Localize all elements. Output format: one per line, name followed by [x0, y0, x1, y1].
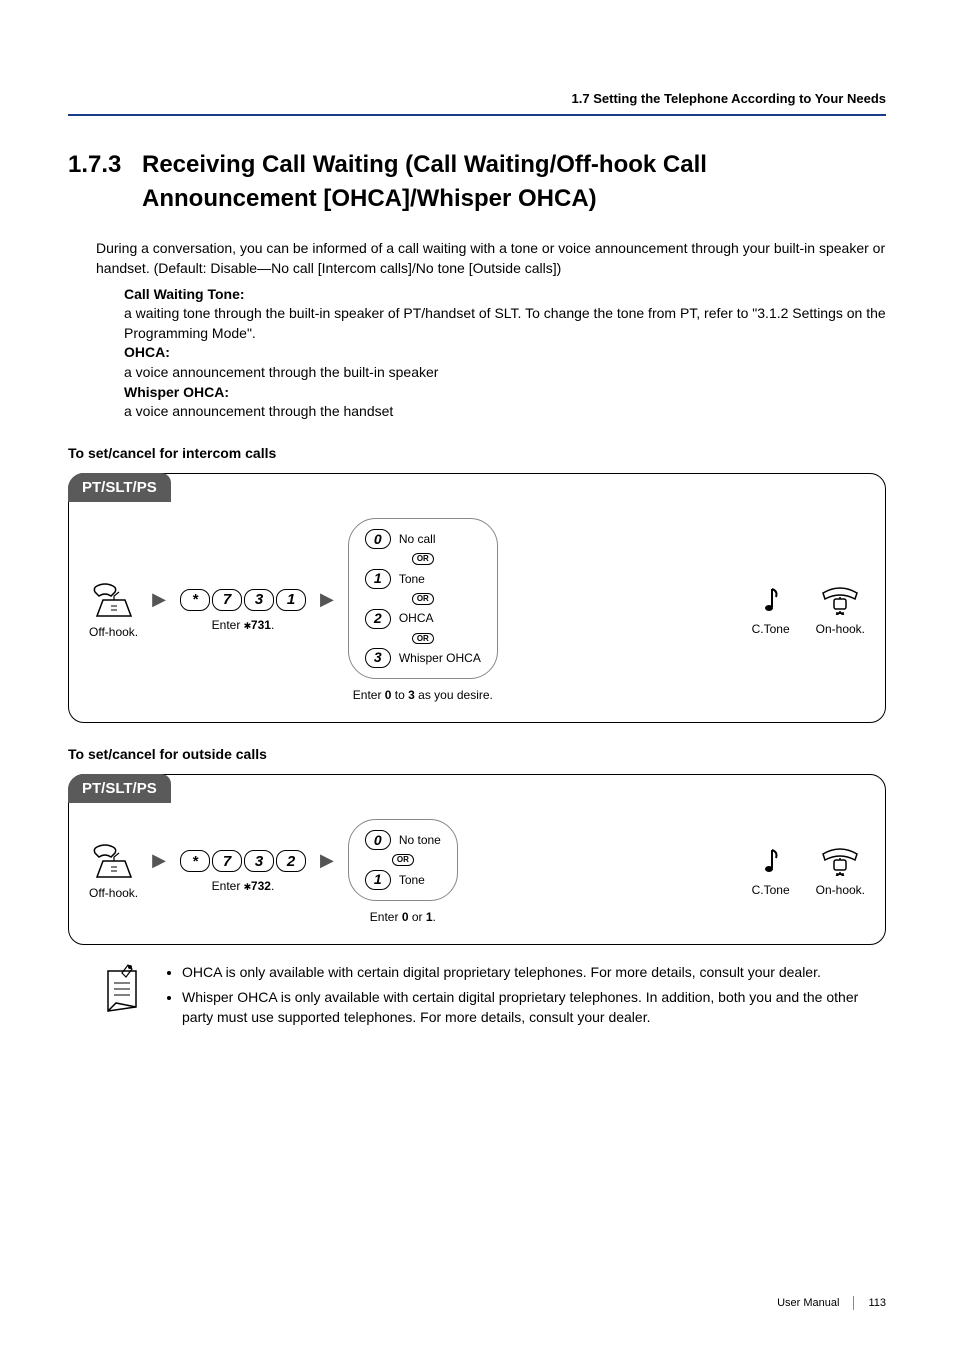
key-3: 3: [244, 589, 274, 611]
option-row: 0 No call: [365, 529, 436, 549]
note-item-1: OHCA is only available with certain digi…: [182, 963, 886, 983]
option-label-0: No tone: [399, 832, 441, 849]
keyseq-step: * 7 3 1 Enter ✱731.: [180, 589, 306, 634]
page-header: 1.7 Setting the Telephone According to Y…: [68, 90, 886, 116]
diagram1-flow: Off-hook. ▶ * 7 3 1 Enter ✱731. ▶ 0: [69, 474, 885, 704]
ctone-label: C.Tone: [752, 882, 790, 899]
section-title: 1.7.3 Receiving Call Waiting (Call Waiti…: [68, 148, 886, 215]
option-key-1: 1: [365, 870, 391, 890]
enter-label: Enter ✱732.: [212, 878, 275, 895]
option-key-0: 0: [365, 830, 391, 850]
diagram2-flow: Off-hook. ▶ * 7 3 2 Enter ✱732. ▶ 0: [69, 775, 885, 925]
phone-offhook-icon: [91, 582, 137, 618]
breadcrumb: 1.7 Setting the Telephone According to Y…: [572, 91, 886, 106]
offhook-label: Off-hook.: [89, 885, 138, 902]
arrow-icon: ▶: [152, 587, 166, 612]
key-star: *: [180, 589, 210, 611]
definitions-block: Call Waiting Tone: a waiting tone throug…: [124, 285, 886, 422]
notes-list: OHCA is only available with certain digi…: [164, 963, 886, 1034]
offhook-step: Off-hook.: [89, 843, 138, 902]
wohca-label: Whisper OHCA:: [124, 384, 229, 400]
option-label-2: OHCA: [399, 610, 434, 627]
key-sequence: * 7 3 2: [180, 850, 306, 872]
section-number: 1.7.3: [68, 148, 142, 215]
options-group: 0 No call OR 1 Tone OR 2 OHCA OR: [348, 518, 498, 679]
note-item-2: Whisper OHCA is only available with cert…: [182, 988, 886, 1027]
option-label-1: Tone: [399, 571, 425, 588]
arrow-icon: ▶: [320, 587, 334, 612]
onhook-label: On-hook.: [816, 882, 865, 899]
page-number: 113: [868, 1296, 886, 1311]
or-pill: OR: [412, 553, 434, 565]
key-sequence: * 7 3 1: [180, 589, 306, 611]
footer-label: User Manual: [777, 1296, 839, 1311]
onhook-label: On-hook.: [816, 621, 865, 638]
key-star: *: [180, 850, 210, 872]
option-key-1: 1: [365, 569, 391, 589]
phone-onhook-icon: [817, 585, 863, 615]
offhook-label: Off-hook.: [89, 624, 138, 641]
intro-paragraph: During a conversation, you can be inform…: [96, 239, 886, 278]
onhook-step: On-hook.: [816, 585, 865, 638]
ctone-label: C.Tone: [752, 621, 790, 638]
option-label-1: Tone: [399, 872, 425, 889]
ctone-step: C.Tone: [752, 846, 790, 899]
diagram1: PT/SLT/PS Off-hook. ▶ * 7 3 1: [68, 473, 886, 723]
or-pill: OR: [412, 633, 434, 645]
key-7: 7: [212, 589, 242, 611]
option-key-0: 0: [365, 529, 391, 549]
key-3: 3: [244, 850, 274, 872]
option-row: 0 No tone: [365, 830, 441, 850]
options-step: 0 No call OR 1 Tone OR 2 OHCA OR: [348, 518, 498, 704]
footer-divider: [853, 1296, 854, 1310]
cwt-label: Call Waiting Tone:: [124, 286, 245, 302]
option-row: 1 Tone: [365, 569, 425, 589]
phone-offhook-icon: [91, 843, 137, 879]
ohca-label: OHCA:: [124, 344, 170, 360]
notepad-icon: [98, 963, 146, 1015]
diagram1-heading: To set/cancel for intercom calls: [68, 444, 886, 464]
option-row: 2 OHCA: [365, 609, 434, 629]
arrow-icon: ▶: [320, 848, 334, 873]
or-pill: OR: [392, 854, 414, 866]
enter-label: Enter ✱731.: [212, 617, 275, 634]
music-note-icon: [760, 846, 782, 876]
onhook-step: On-hook.: [816, 846, 865, 899]
key-1: 1: [276, 589, 306, 611]
keyseq-step: * 7 3 2 Enter ✱732.: [180, 850, 306, 895]
diagram2: PT/SLT/PS Off-hook. ▶ * 7 3 2: [68, 774, 886, 944]
cwt-text: a waiting tone through the built-in spea…: [124, 304, 886, 343]
diagram2-heading: To set/cancel for outside calls: [68, 745, 886, 765]
options-caption: Enter 0 or 1.: [370, 909, 436, 926]
section-heading: Receiving Call Waiting (Call Waiting/Off…: [142, 148, 886, 215]
options-group: 0 No tone OR 1 Tone: [348, 819, 458, 901]
notes-block: OHCA is only available with certain digi…: [68, 963, 886, 1034]
page: 1.7 Setting the Telephone According to Y…: [0, 0, 954, 1351]
key-7: 7: [212, 850, 242, 872]
option-row: 3 Whisper OHCA: [365, 648, 481, 668]
diagram2-tab: PT/SLT/PS: [68, 774, 171, 803]
option-label-3: Whisper OHCA: [399, 650, 481, 667]
diagram1-tab: PT/SLT/PS: [68, 473, 171, 502]
ohca-text: a voice announcement through the built-i…: [124, 363, 886, 383]
option-row: 1 Tone: [365, 870, 425, 890]
options-step: 0 No tone OR 1 Tone Enter 0 or 1.: [348, 819, 458, 925]
arrow-icon: ▶: [152, 848, 166, 873]
option-key-3: 3: [365, 648, 391, 668]
page-footer: User Manual 113: [777, 1296, 886, 1311]
or-pill: OR: [412, 593, 434, 605]
offhook-step: Off-hook.: [89, 582, 138, 641]
option-label-0: No call: [399, 531, 436, 548]
phone-onhook-icon: [817, 846, 863, 876]
ctone-step: C.Tone: [752, 585, 790, 638]
music-note-icon: [760, 585, 782, 615]
option-key-2: 2: [365, 609, 391, 629]
key-2: 2: [276, 850, 306, 872]
wohca-text: a voice announcement through the handset: [124, 402, 886, 422]
options-caption: Enter 0 to 3 as you desire.: [353, 687, 493, 704]
